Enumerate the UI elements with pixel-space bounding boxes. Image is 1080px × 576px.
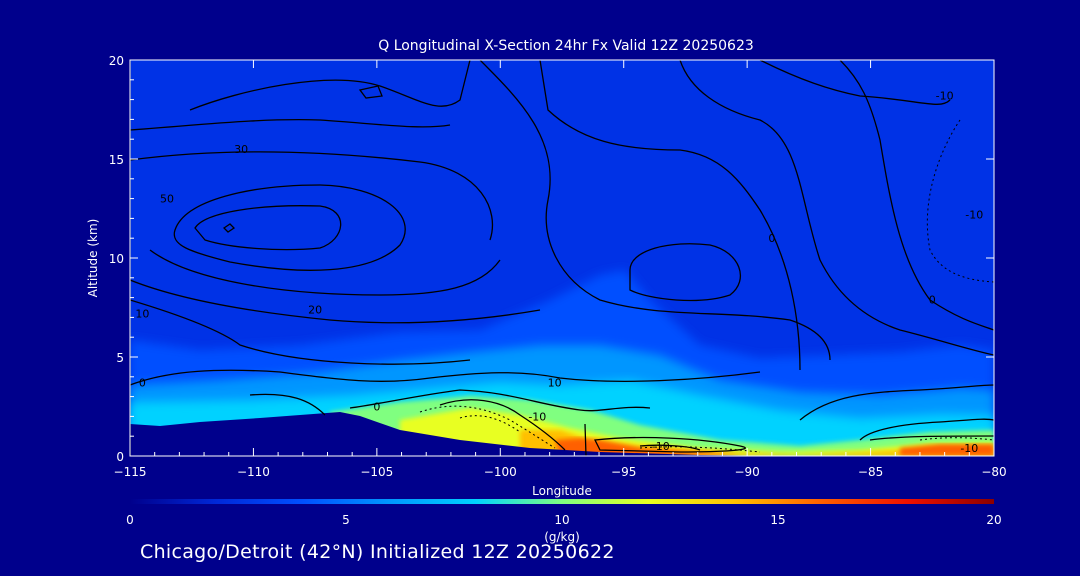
contour-line [584,423,587,456]
contour-line [539,60,801,371]
y-tick-label: 20 [109,54,124,68]
contour-label: -10 [960,442,978,455]
contour-label: -10 [936,90,954,103]
contour-line [130,151,494,241]
colorbar-tick-label: 0 [126,513,134,527]
x-tick-label: −95 [611,465,636,479]
contour-label: 50 [160,193,174,206]
contour-line [130,369,761,386]
x-axis: −115 −110 −105 −100 −95 −90 −85 −80 [114,60,1007,479]
y-tick-label: 0 [116,450,124,464]
colorbar-label: (g/kg) [544,530,580,544]
contour-line [130,299,471,365]
contour-label: 0 [929,294,936,307]
colorbar-tick-label: 5 [342,513,350,527]
colorbar-tick-label: 15 [770,513,785,527]
dotted-contour-line [926,119,994,283]
contour-line [479,60,831,361]
contour-line [869,435,994,441]
x-tick-label: −90 [734,465,759,479]
contour-label: 0 [373,400,380,413]
moisture-band-red [555,438,740,456]
contour-line [358,85,383,99]
footer-caption: Chicago/Detroit (42°N) Initialized 12Z 2… [140,541,615,563]
colorbar-tick-label: 10 [554,513,569,527]
contour-line [839,60,994,331]
x-tick-label: −115 [114,465,147,479]
y-tick-label: 5 [116,351,124,365]
x-tick-label: −105 [360,465,393,479]
contour-line [249,393,326,416]
x-axis-label: Longitude [532,484,592,498]
y-tick-label: 10 [109,252,124,266]
colorbar [130,499,994,504]
y-axis-label: Altitude (km) [86,219,100,298]
contour-line [130,279,541,324]
y-tick-label: 15 [109,153,124,167]
x-tick-label: −100 [484,465,517,479]
colorbar-ticks: 0 5 10 15 20 [126,513,1001,527]
contour-label: 0 [139,377,146,390]
contour-line [759,60,951,105]
contour-label: 0 [768,232,775,245]
moisture-core-east [900,444,994,456]
contour-labels: -10 -10 0 10 0 10 20 50 30 0 0 -10 -10 -10 [135,90,983,455]
contour-label: 20 [308,303,322,316]
contour-line [130,119,451,131]
contour-label: -10 [652,440,670,453]
contour-line [194,205,342,251]
plot-area: -10 -10 0 10 0 10 20 50 30 0 0 -10 -10 -10 [130,60,994,456]
contour-line [594,436,746,453]
dotted-contour-line [919,437,994,441]
contour-line [222,223,236,233]
contour-label: 10 [548,377,562,390]
contour-line [679,60,994,356]
contour-line [439,399,566,451]
chart-title: Q Longitudinal X-Section 24hr Fx Valid 1… [378,38,754,54]
dotted-contours [419,119,994,453]
y-axis: 0 5 10 15 20 [109,54,994,464]
terrain [130,412,994,456]
contour-line [799,384,994,421]
contour-line [173,184,406,271]
contour-line [859,418,994,441]
contour-label: -10 [528,410,546,423]
x-tick-label: −85 [858,465,883,479]
colorbar-tick-label: 20 [986,513,1001,527]
dotted-contour-line [459,415,521,433]
contour-line [189,60,471,111]
contour-line [639,444,701,451]
x-tick-label: −110 [237,465,270,479]
dotted-contour-line [419,405,556,449]
x-tick-label: −80 [981,465,1006,479]
contour-lines [130,60,994,456]
contour-line [149,249,501,296]
dotted-contour-line [639,446,761,453]
contour-label: 10 [135,307,149,320]
contour-line [629,243,741,302]
contour-label: 30 [234,143,248,156]
contour-label: -10 [965,208,983,221]
contour-line [349,389,651,412]
